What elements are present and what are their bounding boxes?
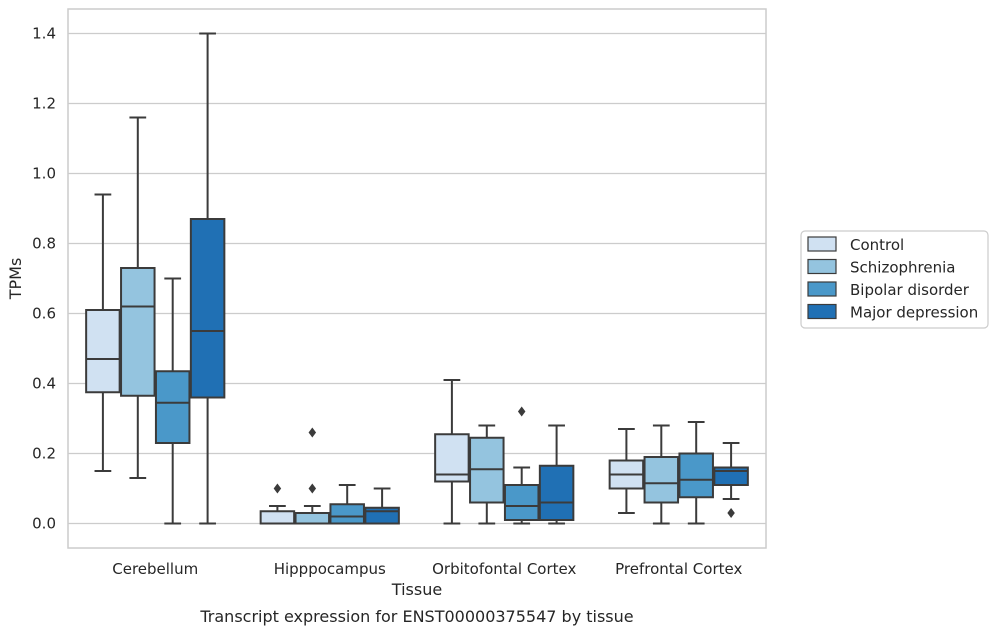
x-axis-ticks: Cerebellum Hipppocampus Orbitofontal Corte…: [112, 560, 742, 578]
box-plot: [503, 406, 540, 525]
box: [364, 506, 400, 525]
box: [643, 456, 680, 504]
box-plot: [154, 277, 191, 525]
box: [154, 370, 191, 444]
outlier-point: [273, 483, 282, 494]
box: [259, 510, 296, 525]
outlier-point: [517, 406, 526, 417]
x-tick-label: Prefrontal Cortex: [615, 560, 742, 578]
x-tick-label: Hipppocampus: [274, 560, 386, 578]
box: [85, 309, 121, 394]
y-tick-label: 1.4: [32, 25, 56, 43]
legend-label: Control: [850, 236, 904, 254]
legend-swatch: [807, 281, 837, 297]
outlier-point: [308, 427, 317, 438]
box-plot: [713, 442, 749, 518]
figure-caption: Transcript expression for ENST0000037554…: [199, 607, 633, 626]
y-tick-label: 0.2: [32, 445, 56, 463]
outlier-point: [727, 508, 735, 518]
box-plot: [120, 116, 156, 479]
box: [678, 452, 714, 499]
legend-swatch: [807, 258, 837, 275]
box-plot: [364, 487, 400, 525]
box: [189, 218, 226, 399]
box-plot: [294, 427, 331, 525]
y-axis-ticks: 0.0 0.2 0.4 0.6 0.8 1.0 1.2 1.4: [32, 25, 56, 533]
legend-swatch: [807, 303, 837, 320]
y-tick-label: 0.6: [32, 305, 56, 323]
y-tick-label: 0.0: [32, 515, 56, 533]
box-plot: [189, 32, 226, 525]
box-plot: [469, 424, 505, 525]
box: [329, 503, 365, 525]
y-tick-label: 1.2: [32, 95, 56, 113]
box-plot: [538, 424, 575, 525]
legend-label: Schizophrenia: [850, 259, 955, 277]
box-plot: [643, 424, 680, 525]
legend-label: Bipolar disorder: [850, 281, 970, 299]
box: [120, 267, 156, 397]
box-plot: [434, 379, 470, 525]
box: [503, 484, 540, 521]
box-plot: [608, 428, 645, 514]
plot-area-frame: [67, 8, 767, 549]
legend-frame: [800, 230, 989, 329]
x-tick-label: Orbitofontal Cortex: [432, 560, 576, 578]
box-plot: [85, 193, 121, 472]
y-tick-label: 0.4: [32, 375, 56, 393]
y-tick-label: 0.8: [32, 235, 56, 253]
box-plot: [259, 483, 296, 525]
box-plot: [678, 421, 714, 525]
box: [538, 464, 575, 521]
outlier-point: [308, 483, 317, 494]
x-axis-label: Tissue: [391, 580, 442, 599]
box-plot: [329, 484, 365, 525]
box: [294, 512, 331, 525]
y-tick-label: 1.0: [32, 165, 56, 183]
legend: Control Schizophrenia Bipolar disorder Majo…: [800, 230, 989, 329]
legend-label: Major depression: [850, 304, 978, 322]
x-tick-label: Cerebellum: [112, 560, 198, 578]
legend-swatch: [807, 236, 837, 252]
y-axis-label: TPMs: [6, 258, 25, 301]
box-plots: [85, 32, 749, 525]
